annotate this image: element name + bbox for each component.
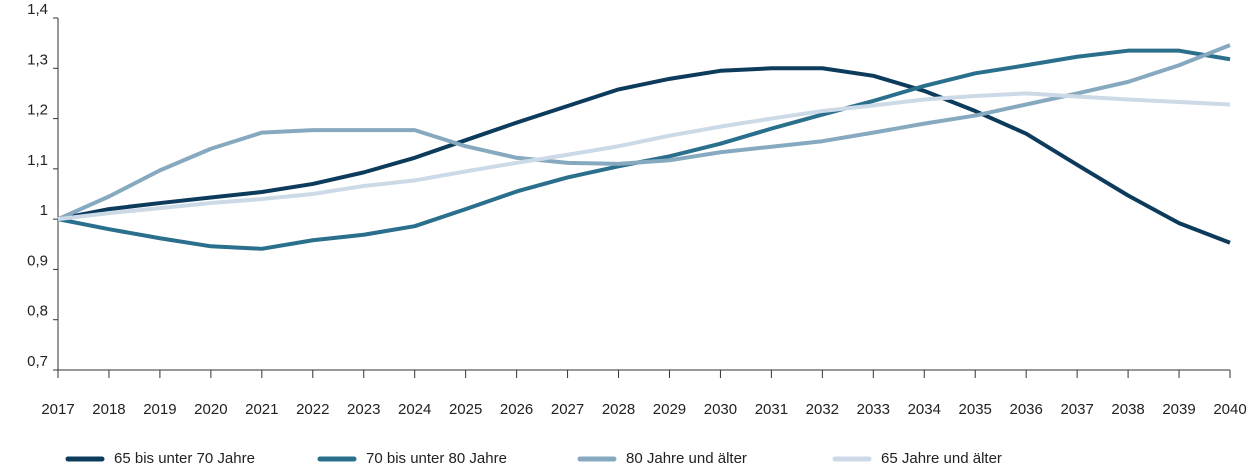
x-tick-label: 2021 [245, 401, 278, 418]
x-tick-label: 2034 [908, 401, 941, 418]
series-line [57, 43, 1231, 221]
x-tick-label: 2037 [1060, 401, 1093, 418]
x-tick-label: 2019 [143, 401, 176, 418]
x-tick-label: 2032 [806, 401, 839, 418]
x-tick-label: 2035 [959, 401, 992, 418]
y-tick-label: 0,8 [27, 303, 48, 320]
x-tick-label: 2038 [1111, 401, 1144, 418]
y-tick-label: 1,3 [27, 51, 48, 68]
x-tick-label: 2031 [755, 401, 788, 418]
y-tick-label: 0,7 [27, 353, 48, 370]
legend-label: 70 bis unter 80 Jahre [366, 450, 507, 467]
x-tick-label: 2018 [92, 401, 125, 418]
series-line [57, 66, 1231, 245]
y-tick-label: 1,4 [27, 1, 48, 18]
x-tick-label: 2036 [1009, 401, 1042, 418]
x-tick-label: 2023 [347, 401, 380, 418]
x-tick-label: 2020 [194, 401, 227, 418]
x-tick-label: 2039 [1162, 401, 1195, 418]
x-tick-label: 2029 [653, 401, 686, 418]
y-tick-label: 1 [40, 202, 48, 219]
legend-label: 80 Jahre und älter [626, 450, 747, 467]
x-tick-label: 2040 [1213, 401, 1246, 418]
x-tick-label: 2030 [704, 401, 737, 418]
x-tick-label: 2017 [41, 401, 74, 418]
x-tick-label: 2028 [602, 401, 635, 418]
x-tick-label: 2024 [398, 401, 431, 418]
x-tick-label: 2033 [857, 401, 890, 418]
series-line [57, 91, 1231, 222]
x-tick-label: 2022 [296, 401, 329, 418]
y-tick-label: 0,9 [27, 252, 48, 269]
x-tick-label: 2025 [449, 401, 482, 418]
legend-label: 65 bis unter 70 Jahre [114, 450, 255, 467]
x-tick-label: 2026 [500, 401, 533, 418]
x-tick-label: 2027 [551, 401, 584, 418]
legend-label: 65 Jahre und älter [881, 450, 1002, 467]
y-tick-label: 1,1 [27, 152, 48, 169]
y-tick-label: 1,2 [27, 102, 48, 119]
